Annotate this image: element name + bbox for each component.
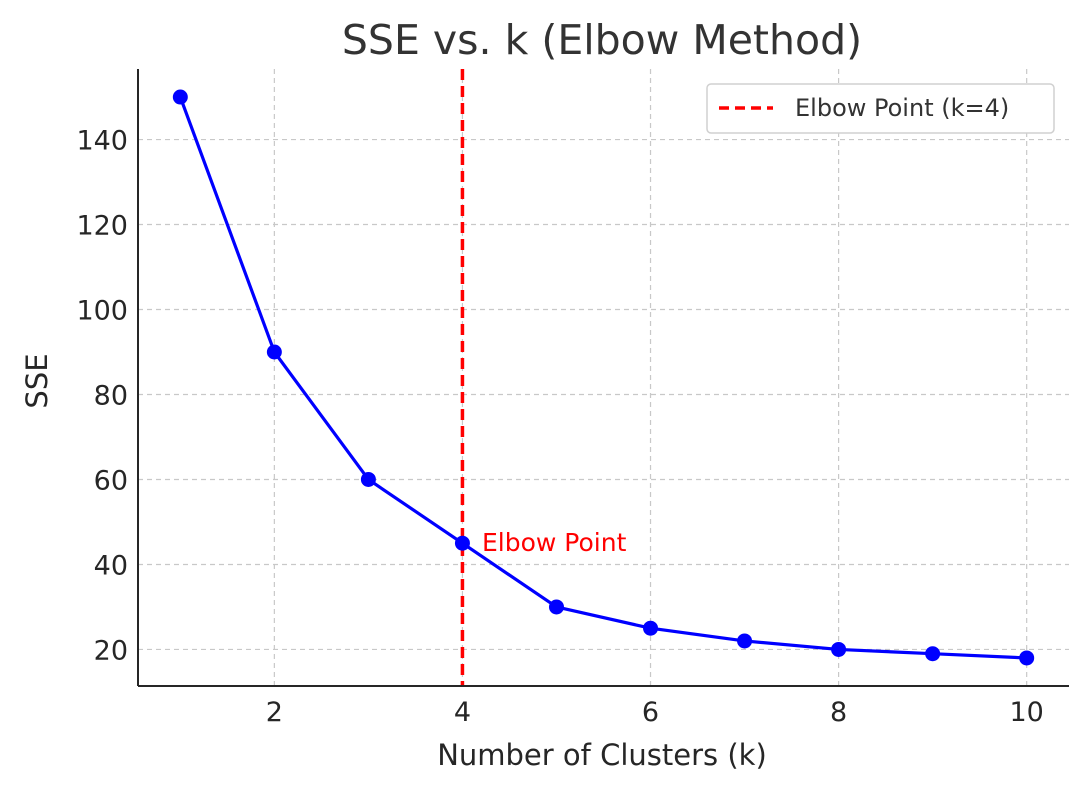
data-point: [643, 620, 659, 636]
x-tick-label: 10: [1010, 697, 1044, 728]
y-tick-label: 60: [94, 465, 128, 496]
data-point: [1019, 650, 1035, 666]
data-point: [737, 633, 753, 649]
grid: [138, 69, 1069, 686]
y-tick-label: 140: [76, 126, 128, 157]
x-tick-label: 8: [830, 697, 847, 728]
y-tick-label: 100: [76, 296, 128, 327]
x-tick-label: 2: [266, 697, 283, 728]
y-tick-label: 120: [76, 211, 128, 242]
legend: Elbow Point (k=4): [706, 83, 1055, 134]
series-line: [178, 96, 1027, 660]
series-layer: [172, 89, 1035, 666]
legend-box: [706, 83, 1055, 134]
data-point: [925, 646, 941, 662]
elbow-annotation: Elbow Point: [482, 528, 627, 557]
data-point: [831, 641, 847, 657]
data-point: [548, 599, 564, 615]
x-axis-title: Number of Clusters (k): [437, 738, 767, 772]
data-point: [172, 89, 188, 105]
y-tick-label: 80: [94, 380, 128, 411]
data-point: [266, 344, 282, 360]
x-tick-label: 6: [642, 697, 659, 728]
y-tick-label: 40: [94, 550, 128, 581]
x-tick-label: 4: [454, 697, 471, 728]
data-point: [360, 471, 376, 487]
tick-labels: 2 4 6 8 10 20 40 60 80 100 120 140: [76, 126, 1043, 728]
legend-label-elbow: Elbow Point (k=4): [795, 94, 1009, 122]
y-tick-label: 20: [94, 635, 128, 666]
y-axis-title: SSE: [20, 353, 54, 408]
data-point: [454, 535, 470, 551]
axes: [137, 69, 1069, 687]
chart-title: SSE vs. k (Elbow Method): [342, 16, 862, 64]
